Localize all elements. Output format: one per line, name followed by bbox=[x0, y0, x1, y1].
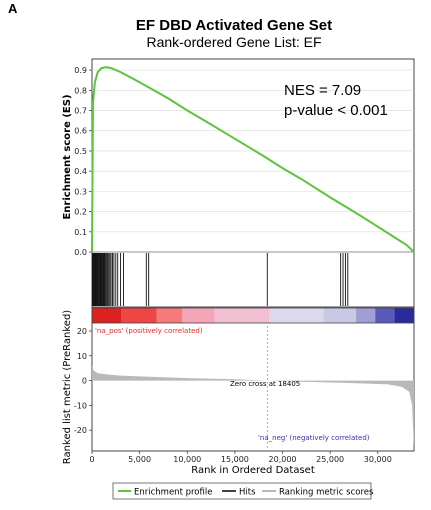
hits-panel bbox=[92, 253, 414, 308]
x-tick-label: 5,000 bbox=[128, 455, 151, 464]
heatmap-frame bbox=[91, 307, 415, 324]
x-tick-label: 30,000 bbox=[364, 455, 392, 464]
nes-text: NES = 7.09 bbox=[284, 82, 361, 99]
legend: Enrichment profile Hits Ranking metric s… bbox=[112, 482, 374, 500]
es-tick-label: 0.3 bbox=[74, 187, 87, 196]
es-y-axis-label: Enrichment score (ES) bbox=[62, 94, 73, 219]
es-tick-label: 0.7 bbox=[74, 107, 87, 116]
es-tick-label: 0.8 bbox=[74, 86, 87, 95]
panel-letter: A bbox=[8, 1, 18, 16]
heatmap-segment bbox=[214, 308, 270, 323]
chart-subtitle: Rank-ordered Gene List: EF bbox=[146, 34, 321, 50]
zero-cross-label: Zero cross at 18405 bbox=[230, 380, 300, 388]
heatmap-segment bbox=[120, 308, 157, 323]
es-tick-label: 0.5 bbox=[74, 147, 87, 156]
plot-frame bbox=[91, 58, 415, 452]
legend-box bbox=[112, 482, 372, 500]
positive-correlated-label: 'na_pos' (positively correlated) bbox=[95, 327, 203, 335]
x-axis-ticks: 0 5,000 10,000 15,000 20,000 25,000 30,000 bbox=[89, 451, 392, 464]
es-tick-label: 0.0 bbox=[74, 248, 87, 257]
metric-tick-label: 20 bbox=[77, 327, 87, 336]
enrichment-profile-line bbox=[91, 66, 415, 253]
metric-y-ticks: 20 10 0 -10 -20 bbox=[74, 327, 92, 435]
es-tick-label: 0.9 bbox=[74, 66, 87, 75]
x-tick-label: 25,000 bbox=[316, 455, 344, 464]
hits-group bbox=[92, 253, 349, 306]
es-y-ticks: 0.0 0.1 0.2 0.3 0.4 0.5 0.6 0.7 0.8 0.9 bbox=[74, 66, 92, 257]
heatmap-segment bbox=[92, 308, 122, 323]
heatmap-segment bbox=[269, 308, 325, 323]
metric-tick-label: -10 bbox=[74, 401, 87, 410]
es-panel: 0.0 0.1 0.2 0.3 0.4 0.5 0.6 0.7 0.8 0.9 NES = 7.0… bbox=[62, 66, 415, 257]
es-tick-label: 0.2 bbox=[74, 208, 87, 217]
es-tick-label: 0.1 bbox=[74, 228, 87, 237]
rank-heatmap bbox=[92, 308, 415, 323]
es-tick-label: 0.6 bbox=[74, 127, 87, 136]
negative-correlated-label: 'na_neg' (negatively correlated) bbox=[258, 434, 370, 442]
pvalue-text: p-value < 0.001 bbox=[284, 102, 388, 119]
x-tick-label: 20,000 bbox=[269, 455, 297, 464]
heatmap-segment bbox=[356, 308, 376, 323]
metric-panel: 20 10 0 -10 -20 Zero cross at 18405 'na_pos'… bbox=[62, 310, 414, 464]
x-tick-label: 15,000 bbox=[221, 455, 249, 464]
legend-metric-label: Ranking metric scores bbox=[279, 488, 374, 498]
heatmap-segment bbox=[182, 308, 215, 323]
x-tick-label: 10,000 bbox=[173, 455, 201, 464]
metric-tick-label: 10 bbox=[77, 352, 87, 361]
metric-tick-label: -20 bbox=[74, 426, 87, 435]
metric-tick-label: 0 bbox=[82, 377, 87, 386]
x-tick-label: 0 bbox=[89, 455, 94, 464]
chart-title: EF DBD Activated Gene Set bbox=[136, 17, 332, 34]
heatmap-segment bbox=[323, 308, 357, 323]
es-tick-label: 0.4 bbox=[74, 167, 87, 176]
metric-y-axis-label: Ranked list metric (PreRanked) bbox=[62, 310, 73, 464]
x-axis-label: Rank in Ordered Dataset bbox=[191, 465, 315, 476]
es-grid bbox=[92, 69, 414, 253]
legend-hits-label: Hits bbox=[239, 488, 256, 498]
heatmap-segment bbox=[375, 308, 395, 323]
heatmap-segment bbox=[156, 308, 183, 323]
heatmap-segment bbox=[394, 308, 415, 323]
legend-profile-label: Enrichment profile bbox=[134, 488, 212, 498]
